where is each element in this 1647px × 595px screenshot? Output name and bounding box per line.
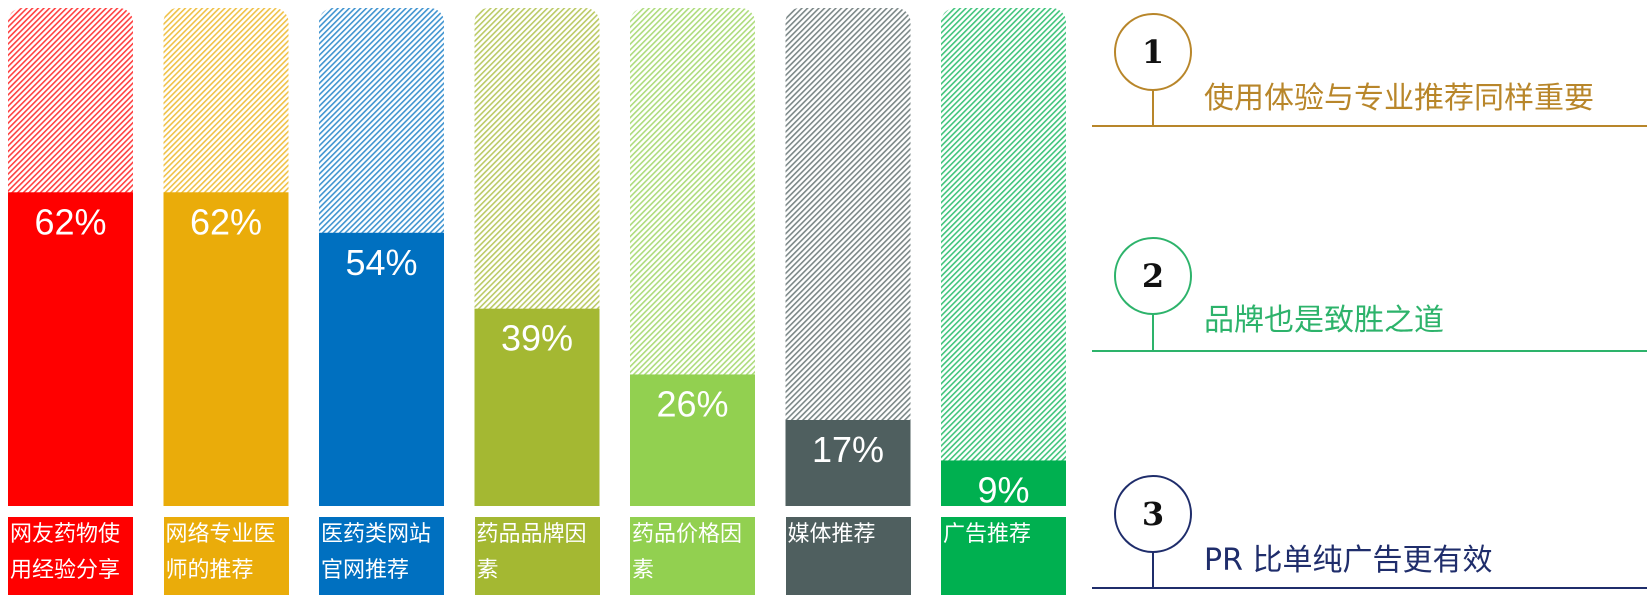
category-label: 网络专业医师的推荐 (163, 517, 289, 595)
category-label: 药品品牌因素 (474, 517, 600, 595)
note-number: 1 (1142, 33, 1164, 71)
bar (630, 374, 755, 506)
note-text: 使用体验与专业推荐同样重要 (1204, 81, 1594, 116)
value-label: 62% (190, 201, 262, 242)
category-label: 媒体推荐 (785, 517, 911, 595)
bar (785, 419, 911, 506)
value-label: 9% (977, 469, 1029, 510)
bar (319, 232, 444, 506)
bar (163, 192, 289, 506)
category-label: 网友药物使用经验分享 (8, 517, 133, 595)
value-label: 54% (345, 242, 417, 283)
note-text: PR 比单纯广告更有效 (1204, 543, 1492, 578)
category-label: 医药类网站官网推荐 (319, 517, 444, 595)
value-label: 62% (34, 201, 106, 242)
value-label: 17% (812, 429, 884, 470)
value-label: 26% (656, 383, 728, 424)
bar (941, 460, 1066, 506)
bar (474, 308, 600, 506)
bar (8, 192, 133, 506)
note-text: 品牌也是致胜之道 (1204, 303, 1444, 338)
value-label: 39% (501, 318, 573, 359)
bar-background (785, 8, 911, 506)
note-number: 3 (1142, 495, 1164, 533)
category-label: 广告推荐 (941, 517, 1066, 595)
category-label: 药品价格因素 (630, 517, 755, 595)
bar-background (941, 8, 1066, 506)
note-number: 2 (1142, 257, 1164, 295)
